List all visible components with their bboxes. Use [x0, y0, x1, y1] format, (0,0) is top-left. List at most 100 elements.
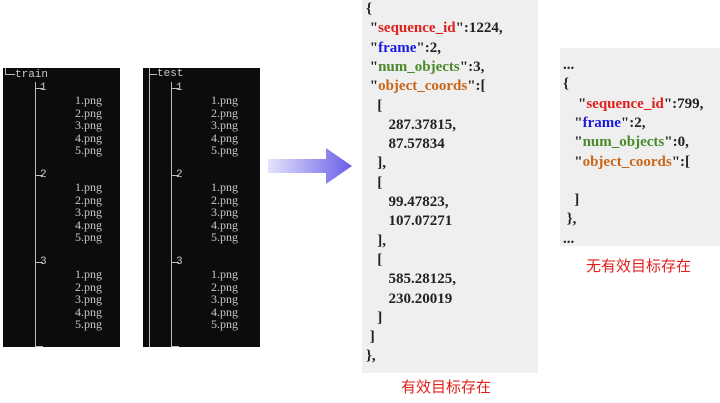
json-line: 585.28125, — [366, 270, 457, 289]
json-text: 99.47823, — [366, 194, 449, 210]
json-line: { — [563, 75, 569, 94]
json-key: sequence_id — [378, 20, 456, 37]
json-line: "object_coords":[ — [563, 153, 690, 172]
test-directory-tree: test 1 1.png 2.png 3.png 4.png 5.png 2 1.png 2.pn… — [143, 68, 260, 347]
folder-name: 3 — [40, 256, 47, 268]
tree-branch — [171, 262, 179, 263]
json-line: "object_coords":[ — [366, 77, 486, 96]
file-name: 1.png — [211, 180, 238, 194]
file-name: 4.png — [75, 130, 102, 145]
tree-branch — [171, 88, 179, 89]
file-name: 1.png — [75, 267, 102, 281]
json-text: 230.20019 — [366, 290, 453, 307]
json-empty-example: ...{ "sequence_id":799, "frame":2, "num_… — [560, 48, 720, 249]
json-key: num_objects — [582, 134, 665, 151]
folder-name: 2 — [40, 169, 47, 181]
json-text: ":2, — [620, 114, 646, 131]
json-key: sequence_id — [586, 95, 664, 112]
file-name: 2.png — [211, 105, 238, 120]
json-text: " — [366, 39, 379, 56]
caption-valid: 有效目标存在 — [401, 378, 492, 396]
file-name: 3.png — [211, 205, 238, 219]
file-name: 5.png — [75, 230, 102, 244]
json-text: ":1224, — [455, 20, 503, 37]
tree-line — [171, 82, 172, 347]
json-line: "num_objects":0, — [563, 133, 689, 152]
json-line: 99.47823, — [366, 193, 449, 212]
json-text: 87.57834 — [366, 136, 445, 153]
file-name: 2.png — [211, 279, 238, 294]
file-name: 5.png — [211, 317, 238, 331]
json-line: "frame":2, — [366, 39, 441, 58]
tree-line — [149, 74, 157, 75]
json-text: }, — [366, 348, 376, 365]
file-name: 4.png — [211, 304, 238, 319]
file-name: 5.png — [211, 143, 238, 157]
tree-root: train — [15, 69, 49, 81]
json-text: ":2, — [416, 39, 441, 56]
json-text: ":799, — [663, 95, 704, 112]
file-name: 1.png — [75, 93, 102, 107]
json-line: [ — [366, 251, 382, 270]
file-name: 4.png — [211, 217, 238, 232]
file-name: 3.png — [211, 292, 238, 306]
json-line: }, — [366, 347, 376, 366]
json-text: ], — [366, 232, 386, 249]
tree-line — [5, 74, 15, 75]
json-text: ] — [366, 309, 383, 326]
tree-branch — [35, 346, 43, 347]
json-text: " — [563, 114, 583, 131]
json-line: 287.37815, — [366, 116, 457, 135]
file-name: 3.png — [75, 292, 102, 306]
folder-name: 1 — [176, 82, 183, 94]
json-line: ] — [366, 328, 375, 347]
folder-name: 1 — [40, 82, 47, 94]
file-name: 3.png — [211, 118, 238, 132]
json-line: "sequence_id":1224, — [366, 19, 503, 38]
json-line: ] — [366, 309, 382, 328]
file-name: 1.png — [211, 267, 238, 281]
json-key: object_coords — [378, 78, 468, 95]
file-name: 2.png — [75, 192, 102, 207]
tree-line — [35, 82, 36, 347]
train-directory-tree: train 1 1.png 2.png 3.png 4.png 5.png 2 1.png 2.p… — [3, 68, 120, 347]
json-text: ":[ — [671, 153, 691, 170]
file-name: 4.png — [75, 304, 102, 319]
json-text: " — [366, 58, 379, 75]
json-text: " — [366, 20, 379, 37]
file-name: 2.png — [211, 192, 238, 207]
file-name: 1.png — [75, 180, 102, 194]
json-text: }, — [563, 211, 577, 228]
json-line: ] — [563, 191, 579, 210]
tree-branch — [35, 262, 43, 263]
file-name: 3.png — [75, 118, 102, 132]
json-line: [ — [366, 174, 382, 193]
json-key: num_objects — [378, 58, 460, 75]
tree-branch — [171, 346, 179, 347]
json-text: { — [366, 1, 372, 17]
json-text: " — [366, 78, 379, 95]
json-text: ] — [563, 192, 580, 209]
json-line: { — [366, 0, 372, 19]
json-line: "num_objects":3, — [366, 58, 485, 77]
json-line: ... — [563, 230, 574, 249]
file-name: 5.png — [75, 143, 102, 157]
json-key: frame — [582, 114, 621, 131]
file-name: 5.png — [75, 317, 102, 331]
json-text: " — [563, 153, 583, 170]
tree-branch — [35, 175, 43, 176]
json-text: ], — [366, 155, 386, 172]
caption-empty: 无有效目标存在 — [586, 257, 692, 275]
json-line: ], — [366, 154, 386, 173]
json-text: ":3, — [459, 58, 485, 75]
arrow-icon — [268, 148, 352, 184]
json-text: [ — [366, 97, 383, 114]
tree-root: test — [157, 68, 184, 80]
file-name: 4.png — [75, 217, 102, 232]
json-text: ... — [563, 57, 575, 73]
tree-line — [5, 68, 6, 75]
json-text: [ — [366, 174, 383, 191]
json-text: " — [563, 134, 583, 151]
json-line: ], — [366, 232, 386, 251]
json-line: "frame":2, — [563, 114, 645, 133]
